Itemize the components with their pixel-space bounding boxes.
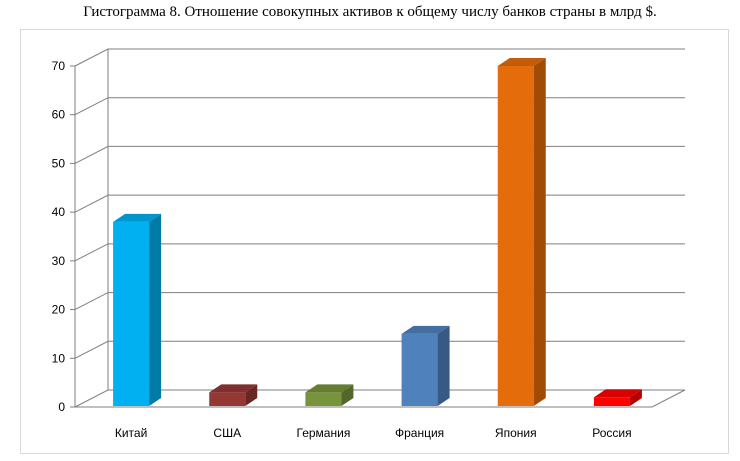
bar-top	[209, 384, 258, 393]
y-tick-label: 20	[52, 303, 66, 317]
bar-side	[341, 384, 354, 406]
y-axis-ticks: 0 10 20 30 40 50 60 70	[52, 59, 66, 414]
bar-front	[497, 66, 534, 406]
bars	[113, 58, 642, 406]
bar-3	[305, 384, 354, 406]
y-tick-label: 60	[52, 108, 66, 122]
chart-walls	[74, 49, 686, 408]
gridlines	[70, 48, 685, 408]
x-tick-label: США	[213, 426, 241, 440]
bar-top	[401, 325, 450, 334]
bar-side	[629, 389, 642, 406]
gridline	[74, 48, 685, 67]
bar-front	[209, 392, 246, 406]
bar-5	[497, 58, 546, 406]
gridline	[74, 145, 685, 164]
x-tick-label: Россия	[592, 426, 631, 440]
bar-6	[593, 389, 642, 406]
bar-side	[149, 213, 162, 406]
gridline	[74, 243, 685, 262]
bar-side	[245, 384, 258, 406]
chart-frame	[20, 29, 729, 454]
bar-top	[305, 384, 354, 393]
bar-front	[593, 397, 630, 406]
x-tick-label: Япония	[495, 426, 537, 440]
bar-front	[113, 221, 150, 406]
chart-title: Гистограмма 8. Отношение совокупных акти…	[83, 4, 657, 20]
bar-1	[113, 213, 162, 406]
bar-side	[533, 58, 546, 406]
gridline	[74, 340, 685, 359]
y-tick-label: 10	[52, 351, 66, 365]
x-tick-label: Китай	[115, 426, 147, 440]
bar-front	[305, 392, 342, 406]
x-axis-categories: Китай США Германия Франция Япония Россия	[115, 426, 632, 440]
gridline	[74, 194, 685, 213]
y-tick-label: 50	[52, 156, 66, 170]
bar-top	[113, 213, 162, 222]
x-tick-label: Франция	[395, 426, 444, 440]
y-tick-label: 40	[52, 205, 66, 219]
gridline	[74, 292, 685, 311]
y-tick-label: 70	[52, 59, 66, 73]
bar-4	[401, 325, 450, 406]
bar-top	[497, 58, 546, 66]
x-tick-label: Германия	[297, 426, 351, 440]
y-tick-label: 0	[58, 400, 65, 414]
chart-floor	[74, 389, 686, 408]
bar-2	[209, 384, 258, 406]
y-tick-label: 30	[52, 254, 66, 268]
bar-front	[401, 333, 438, 406]
bar-side	[437, 325, 450, 406]
gridline	[74, 97, 685, 116]
bar-top	[593, 389, 642, 398]
